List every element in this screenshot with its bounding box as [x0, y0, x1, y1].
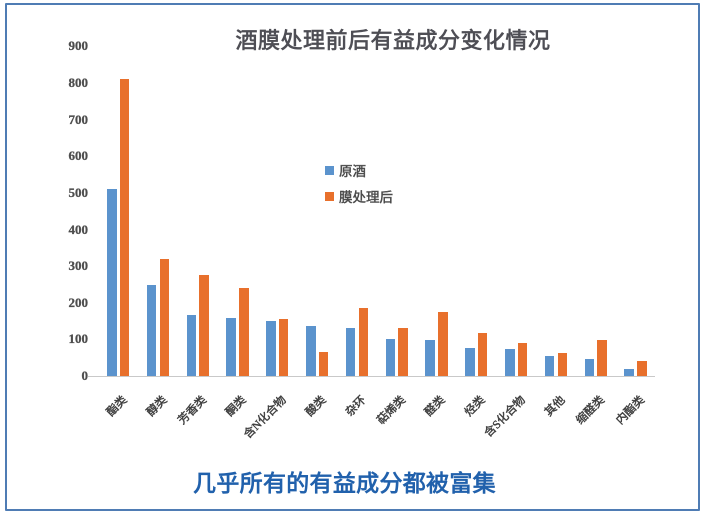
- x-category-label: 其他: [542, 394, 568, 419]
- y-tick-label: 200: [68, 294, 88, 310]
- legend-item-raw-wine: 原酒: [325, 161, 393, 179]
- y-tick-label: 900: [68, 38, 88, 54]
- caption-text: 几乎所有的有益成分都被富集: [193, 470, 496, 496]
- bar-membrane-treated-1: [159, 258, 170, 376]
- x-category-label: 酯类: [104, 394, 130, 419]
- y-tick-label: 500: [68, 184, 88, 200]
- x-category-label: 酸类: [303, 394, 329, 419]
- bar-raw-wine-13: [624, 369, 634, 376]
- x-category-label: 酮类: [224, 394, 249, 419]
- legend-swatch-membrane-treated: [325, 191, 334, 201]
- x-axis-line: [88, 376, 655, 377]
- bar-membrane-treated-11: [557, 352, 568, 376]
- chart-legend: 原酒 膜处理后: [325, 161, 393, 213]
- y-tick-label: 700: [68, 111, 88, 127]
- x-category-label: 芳香类: [176, 394, 210, 428]
- chart-title: 酒膜处理前后有益成分变化情况: [235, 28, 551, 54]
- bar-membrane-treated-7: [398, 328, 408, 376]
- legend-label-raw-wine: 原酒: [339, 164, 366, 179]
- bar-membrane-treated-5: [318, 351, 329, 376]
- bar-raw-wine-1: [146, 285, 157, 376]
- x-category-label: 缩醛类: [574, 394, 608, 428]
- bar-raw-wine-5: [306, 326, 316, 376]
- legend-swatch-raw-wine: [325, 165, 334, 175]
- bar-membrane-treated-12: [597, 340, 607, 376]
- bar-membrane-treated-0: [119, 78, 130, 376]
- y-tick-label: 800: [68, 75, 88, 91]
- bar-membrane-treated-6: [358, 307, 369, 376]
- bar-raw-wine-10: [505, 348, 515, 376]
- y-tick-label: 400: [68, 221, 88, 237]
- bar-raw-wine-2: [186, 315, 197, 376]
- bar-raw-wine-0: [107, 189, 117, 376]
- x-category-label: 杂环: [343, 394, 369, 419]
- x-category-label: 烃类: [463, 394, 488, 419]
- legend-label-membrane-treated: 膜处理后: [339, 190, 393, 205]
- bar-membrane-treated-4: [278, 318, 289, 376]
- y-tick-label: 0: [81, 368, 88, 383]
- bar-raw-wine-4: [266, 321, 276, 376]
- bar-raw-wine-12: [584, 358, 595, 376]
- bar-membrane-treated-10: [517, 342, 528, 376]
- y-tick-label: 100: [68, 331, 88, 347]
- legend-item-membrane-treated: 膜处理后: [325, 187, 393, 205]
- bar-raw-wine-3: [226, 318, 236, 376]
- bar-raw-wine-11: [544, 355, 555, 376]
- x-category-label: 醇类: [144, 394, 170, 419]
- bar-membrane-treated-8: [438, 312, 448, 376]
- x-category-label: 含S化合物: [482, 394, 528, 440]
- bar-raw-wine-8: [425, 340, 435, 376]
- y-tick-label: 600: [68, 148, 88, 164]
- x-category-label: 含N化合物: [241, 394, 289, 442]
- x-category-label: 内酯类: [614, 394, 647, 428]
- y-tick-label: 300: [68, 258, 88, 274]
- x-category-label: 醛类: [423, 394, 448, 419]
- bar-membrane-treated-13: [637, 360, 647, 376]
- bar-membrane-treated-3: [239, 288, 249, 376]
- bar-membrane-treated-2: [199, 274, 209, 376]
- bar-membrane-treated-9: [477, 333, 488, 376]
- bar-raw-wine-6: [345, 327, 356, 376]
- bar-raw-wine-7: [385, 338, 396, 376]
- x-category-label: 萜烯类: [375, 394, 409, 428]
- bar-raw-wine-9: [465, 347, 475, 376]
